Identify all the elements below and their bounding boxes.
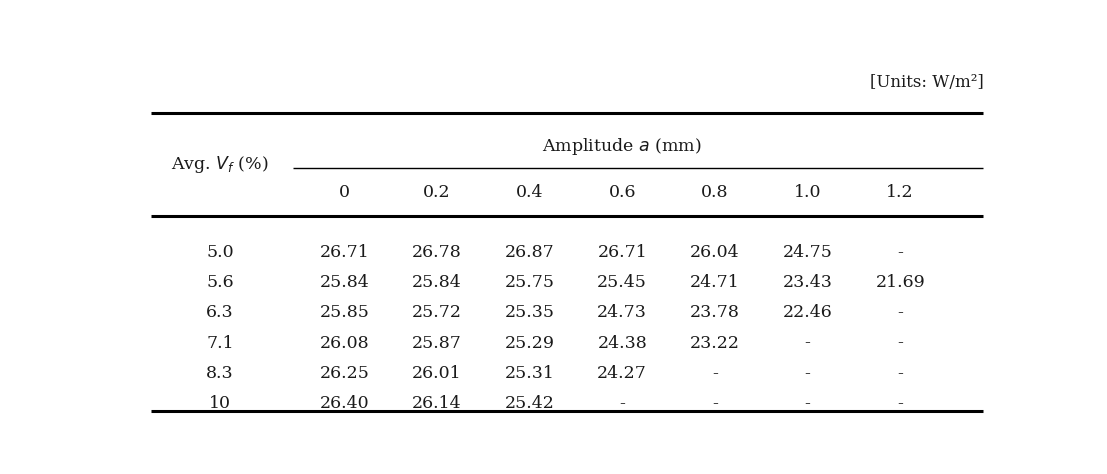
Text: 25.85: 25.85 (319, 304, 370, 321)
Text: 24.27: 24.27 (598, 365, 648, 382)
Text: 0.6: 0.6 (609, 184, 637, 201)
Text: -: - (898, 395, 903, 412)
Text: 10: 10 (209, 395, 231, 412)
Text: 26.01: 26.01 (412, 365, 462, 382)
Text: 6.3: 6.3 (206, 304, 234, 321)
Text: Avg. $V_f$ (%): Avg. $V_f$ (%) (172, 154, 269, 175)
Text: 25.75: 25.75 (505, 274, 555, 291)
Text: 25.31: 25.31 (505, 365, 555, 382)
Text: -: - (805, 335, 810, 352)
Text: 0.4: 0.4 (516, 184, 544, 201)
Text: 23.78: 23.78 (690, 304, 739, 321)
Text: 25.84: 25.84 (412, 274, 462, 291)
Text: 26.87: 26.87 (505, 244, 555, 261)
Text: 24.38: 24.38 (598, 335, 648, 352)
Text: 23.22: 23.22 (690, 335, 739, 352)
Text: 25.72: 25.72 (412, 304, 462, 321)
Text: -: - (619, 395, 625, 412)
Text: -: - (898, 365, 903, 382)
Text: 25.35: 25.35 (505, 304, 555, 321)
Text: 24.71: 24.71 (690, 274, 739, 291)
Text: 26.08: 26.08 (320, 335, 369, 352)
Text: 24.75: 24.75 (783, 244, 832, 261)
Text: 0.2: 0.2 (423, 184, 451, 201)
Text: 0.8: 0.8 (701, 184, 728, 201)
Text: 25.84: 25.84 (320, 274, 369, 291)
Text: 7.1: 7.1 (206, 335, 234, 352)
Text: -: - (898, 304, 903, 321)
Text: -: - (898, 244, 903, 261)
Text: 26.04: 26.04 (690, 244, 739, 261)
Text: 21.69: 21.69 (876, 274, 925, 291)
Text: 5.0: 5.0 (206, 244, 234, 261)
Text: 24.73: 24.73 (598, 304, 648, 321)
Text: 26.14: 26.14 (412, 395, 462, 412)
Text: 1.0: 1.0 (794, 184, 821, 201)
Text: 0: 0 (339, 184, 350, 201)
Text: 8.3: 8.3 (206, 365, 234, 382)
Text: 26.40: 26.40 (320, 395, 369, 412)
Text: -: - (805, 395, 810, 412)
Text: 22.46: 22.46 (783, 304, 832, 321)
Text: -: - (712, 395, 717, 412)
Text: 26.71: 26.71 (320, 244, 369, 261)
Text: [Units: W/m²]: [Units: W/m²] (870, 74, 983, 91)
Text: 25.29: 25.29 (505, 335, 555, 352)
Text: Amplitude $a$ (mm): Amplitude $a$ (mm) (542, 136, 702, 157)
Text: 5.6: 5.6 (206, 274, 234, 291)
Text: 26.25: 26.25 (319, 365, 370, 382)
Text: -: - (712, 365, 717, 382)
Text: 25.87: 25.87 (412, 335, 462, 352)
Text: 26.71: 26.71 (598, 244, 648, 261)
Text: 23.43: 23.43 (783, 274, 832, 291)
Text: 25.42: 25.42 (505, 395, 555, 412)
Text: 1.2: 1.2 (887, 184, 914, 201)
Text: 26.78: 26.78 (412, 244, 462, 261)
Text: -: - (805, 365, 810, 382)
Text: 25.45: 25.45 (598, 274, 648, 291)
Text: -: - (898, 335, 903, 352)
